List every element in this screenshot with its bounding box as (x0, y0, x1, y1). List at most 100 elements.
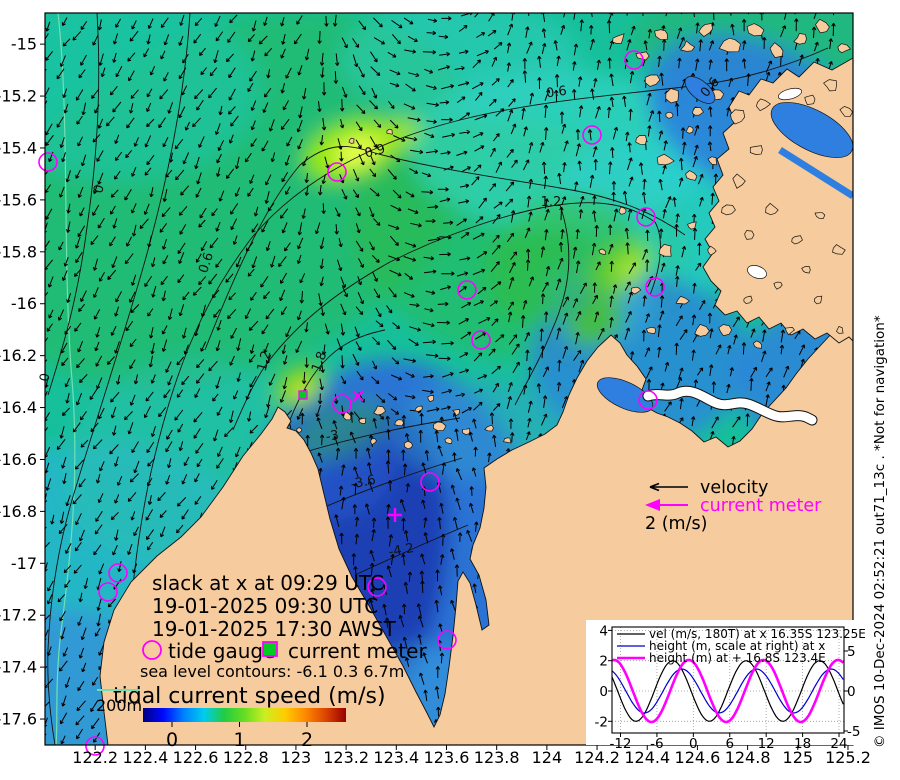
y-tick-label: -15.8 (0, 242, 37, 261)
inset-curve (612, 658, 844, 724)
x-tick-label: 124.2 (574, 748, 620, 767)
tide-gauge-marker (471, 330, 491, 350)
colorbar-tick-labels: 0 1 2 (166, 729, 313, 751)
colorbar-tick-label: 1 (233, 729, 245, 751)
credit-text: © IMOS 10-Dec-2024 02:52:21 out71_13c . … (872, 315, 888, 748)
island (358, 417, 367, 424)
x-tick-label: 123.2 (323, 748, 369, 767)
tide-gauge-marker (38, 152, 58, 172)
inset-series (612, 658, 844, 724)
island (707, 245, 717, 256)
island (386, 128, 393, 135)
island (503, 437, 512, 444)
island (612, 33, 625, 44)
island (694, 323, 710, 337)
island (718, 324, 733, 337)
island (348, 137, 355, 144)
x-tick-label: 123.4 (373, 748, 419, 767)
island (654, 29, 668, 41)
inset-curve (612, 668, 844, 714)
island (403, 440, 413, 450)
inset-left-tick-label: 4 (599, 623, 608, 639)
vector-scale-label: 2 (m/s) (645, 514, 707, 534)
slack-line-3: 19-01-2025 17:30 AWST (152, 617, 397, 641)
station-markers (38, 50, 665, 756)
island (630, 286, 642, 295)
contour-label: 0.6 (545, 84, 568, 102)
island (718, 37, 741, 53)
island (444, 437, 453, 444)
x-tick-label: 124.6 (675, 748, 721, 767)
x-tick-label: 124.8 (725, 748, 771, 767)
island (635, 135, 647, 145)
contour-labels: 000.6 0.60.60.91.21.2 1.8-3-3.6-4.2 (37, 75, 722, 560)
tide-gauge-icon (142, 640, 162, 660)
island (815, 18, 830, 34)
inset-curve (612, 660, 844, 722)
island (784, 327, 796, 336)
inset-x-tick-label: 6 (725, 736, 734, 752)
x-tick-label: 124 (532, 748, 563, 767)
island (698, 22, 713, 37)
inset-right-tick-label: 5 (847, 644, 856, 660)
island (343, 411, 352, 421)
colorbar-tick-label: 2 (301, 729, 313, 751)
island (414, 405, 423, 412)
slack-line-1: slack at x at 09:29 UTC (152, 571, 384, 595)
y-tick-label: -16.6 (0, 450, 37, 469)
x-tick-label: 122.8 (223, 748, 269, 767)
island (296, 427, 303, 434)
inset-left-tick-label: 0 (599, 684, 608, 700)
island (832, 244, 846, 255)
tide-gauge-marker (582, 125, 602, 145)
contour-label: 0.9 (363, 142, 387, 162)
inset-left-tick-label: 2 (599, 654, 608, 670)
island (791, 235, 803, 245)
contour-label: 1.2 (541, 195, 562, 210)
island (373, 405, 387, 416)
island (484, 424, 494, 432)
tide-gauge-marker (420, 472, 440, 492)
y-tick-label: -16.8 (0, 502, 37, 521)
y-tick-label: -16.2 (0, 346, 37, 365)
y-tick-label: -16.4 (0, 398, 37, 417)
x-tick-label: 122.4 (122, 748, 168, 767)
contour-label: -4.2 (388, 541, 416, 560)
y-tick-label: -15 (11, 35, 37, 54)
island (687, 221, 697, 230)
inset-x-tick-label: 18 (794, 736, 811, 752)
x-tick-label: 122.2 (72, 748, 118, 767)
tide-gauge-marker (332, 394, 352, 414)
colorbar-title: tidal current speed (m/s) (113, 684, 386, 709)
island (656, 153, 675, 166)
y-tick-label: -17 (11, 554, 37, 573)
x-tick-label: 125.2 (825, 748, 871, 767)
y-tick-label: -17.6 (0, 710, 37, 729)
island (707, 156, 718, 166)
island (793, 33, 807, 45)
y-tick-label: -15.2 (0, 87, 37, 106)
tide-gauge-marker (108, 563, 128, 583)
contour-label: -3 (325, 428, 340, 445)
inset-left-tick-label: -2 (595, 714, 608, 730)
y-tick-label: -15.6 (0, 190, 37, 209)
island (814, 212, 826, 219)
y-tick-label: -15.4 (0, 138, 37, 157)
tide-gauge-marker (98, 582, 118, 602)
tide-gauge-marker (85, 736, 105, 756)
island (370, 438, 377, 446)
island (685, 125, 694, 134)
current-meter-arrow-label: current meter (700, 496, 822, 516)
inset-right-tick-label: 0 (847, 684, 856, 700)
inset-x-tick-label: -12 (609, 736, 631, 752)
island (679, 40, 696, 52)
island (749, 145, 763, 155)
plus-site-marker (388, 508, 402, 522)
y-tick-label: -17.4 (0, 658, 37, 677)
colorbar-tick-label: 0 (166, 729, 178, 751)
island (836, 325, 844, 334)
inset-x-tick-label: -6 (650, 736, 663, 752)
island (598, 248, 607, 255)
island (839, 106, 853, 117)
tide-gauge-marker (457, 280, 477, 300)
